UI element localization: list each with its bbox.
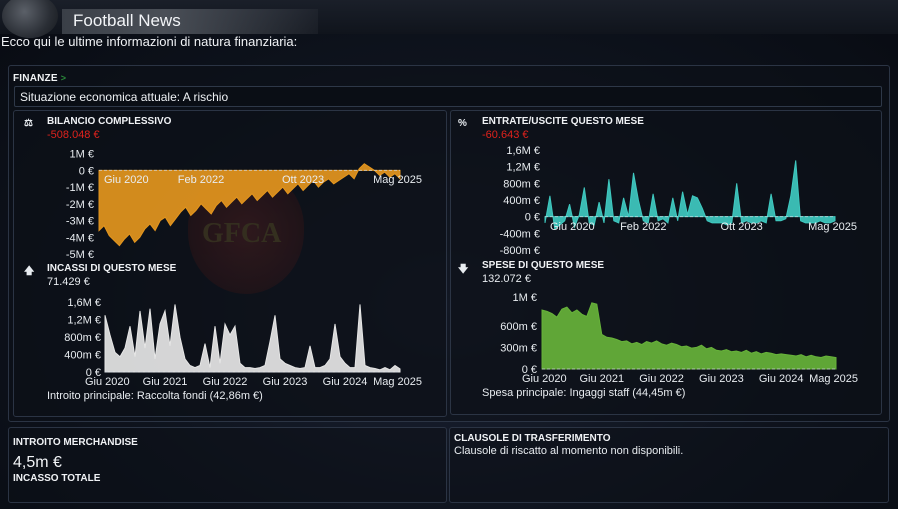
income-y-tick: 800m € [64, 332, 101, 344]
income-x-tick: Giu 2023 [263, 376, 308, 388]
flows-chart-title: ENTRATE/USCITE QUESTO MESE [482, 116, 644, 127]
expenses-chart-title: SPESE DI QUESTO MESE [482, 260, 605, 271]
flows-x-tick: Mag 2025 [808, 221, 857, 233]
status-box: Situazione economica attuale: A rischio [14, 86, 882, 107]
balance-area-series [98, 163, 401, 247]
flows-area-series [544, 160, 836, 231]
balance-y-tick: -5M € [66, 249, 94, 261]
finance-section-title[interactable]: FINANZE > [13, 73, 66, 84]
merchandise-subtitle: INCASSO TOTALE [13, 473, 101, 484]
income-x-tick: Giu 2024 [323, 376, 368, 388]
expenses-footer: Spesa principale: Ingaggi staff (44,45m … [482, 387, 686, 399]
balance-y-tick: 1M € [70, 149, 94, 161]
arrow-up-icon: 🡅 [24, 266, 35, 277]
football-icon [2, 0, 58, 38]
transfer-text: Clausole di riscatto al momento non disp… [454, 445, 684, 457]
header-bar: Football News [0, 0, 898, 38]
expenses-x-tick: Giu 2022 [639, 373, 684, 385]
balance-value: -508.048 € [47, 129, 100, 141]
flows-x-tick: Ott 2023 [721, 221, 763, 233]
balance-chart-title: BILANCIO COMPLESSIVO [47, 116, 172, 127]
income-area-series [104, 304, 401, 373]
percent-icon: % [458, 118, 467, 129]
title-bar [62, 9, 318, 34]
flows-y-tick: -800m € [500, 245, 540, 257]
flows-value: -60.643 € [482, 129, 529, 141]
expenses-y-tick: 0 € [522, 364, 537, 376]
expenses-x-tick: Giu 2020 [522, 373, 567, 385]
income-y-tick: 1,2M € [67, 315, 101, 327]
balance-x-tick: Ott 2023 [282, 174, 324, 186]
income-x-tick: Giu 2020 [85, 376, 130, 388]
flows-x-tick: Giu 2020 [550, 221, 595, 233]
flows-chart: 1,6M € 1,2M € 800m € 400m € 0 € -400m € -800m … [500, 145, 857, 257]
expenses-chart: 1M € 600m € 300m € 0 €Giu 2020 Giu 2021 Giu 2… [500, 292, 858, 385]
balance-x-tick: Giu 2020 [104, 174, 149, 186]
expenses-area-series [541, 302, 837, 370]
balance-y-tick: -4M € [66, 232, 94, 244]
income-y-tick: 400m € [64, 350, 101, 362]
income-x-tick: Mag 2025 [373, 376, 422, 388]
flows-x-tick: Feb 2022 [620, 221, 666, 233]
income-value: 71.429 € [47, 276, 90, 288]
merchandise-title: INTROITO MERCHANDISE [13, 437, 138, 448]
expenses-x-tick: Giu 2023 [699, 373, 744, 385]
balance-y-tick: -2M € [66, 199, 94, 211]
crest-lettering: GFCA [202, 218, 282, 249]
merchandise-value: 4,5m € [13, 454, 62, 471]
intro-text: Ecco qui le ultime informazioni di natur… [1, 34, 298, 49]
balance-y-tick: 0 € [79, 165, 94, 177]
income-chart-title: INCASSI DI QUESTO MESE [47, 263, 177, 274]
flows-y-tick: 1,2M € [506, 162, 540, 174]
balance-x-tick: Feb 2022 [178, 174, 224, 186]
income-y-tick: 1,6M € [67, 297, 101, 309]
flows-y-tick: 1,6M € [506, 145, 540, 157]
transfer-title: CLAUSOLE DI TRASFERIMENTO [454, 433, 611, 444]
balance-chart: 1M € 0 € -1M € -2M € -3M € -4M € -5M € Giu 2020… [66, 149, 422, 261]
expenses-x-tick: Giu 2021 [579, 373, 624, 385]
income-x-tick: Giu 2021 [143, 376, 188, 388]
flows-y-tick: 800m € [503, 178, 540, 190]
flows-y-tick: 0 € [525, 212, 540, 224]
expenses-x-tick: Giu 2024 [759, 373, 804, 385]
balance-x-tick: Mag 2025 [373, 174, 422, 186]
expenses-y-tick: 600m € [500, 321, 537, 333]
expenses-y-tick: 300m € [500, 342, 537, 354]
arrow-down-icon: 🡇 [458, 264, 469, 275]
flows-y-tick: -400m € [500, 228, 540, 240]
expenses-value: 132.072 € [482, 273, 531, 285]
transfer-panel [449, 427, 889, 503]
chevron-right-icon: > [60, 73, 67, 83]
finance-label: FINANZE [13, 73, 58, 84]
status-text: Situazione economica attuale: A rischio [20, 90, 229, 104]
merchandise-panel [8, 427, 447, 503]
scale-icon: ⚖ [24, 118, 33, 129]
income-x-tick: Giu 2022 [203, 376, 248, 388]
income-footer: Introito principale: Raccolta fondi (42,… [47, 390, 263, 402]
expenses-x-tick: Mag 2025 [809, 373, 858, 385]
flows-y-tick: 400m € [503, 195, 540, 207]
expenses-y-tick: 1M € [513, 292, 537, 304]
balance-y-tick: -3M € [66, 216, 94, 228]
income-chart: 1,6M € 1,2M € 800m € 400m € 0 €Giu 2020 Giu 2… [64, 297, 422, 388]
balance-y-tick: -1M € [66, 182, 94, 194]
page-title: Football News [73, 11, 181, 30]
income-y-tick: 0 € [86, 367, 101, 379]
